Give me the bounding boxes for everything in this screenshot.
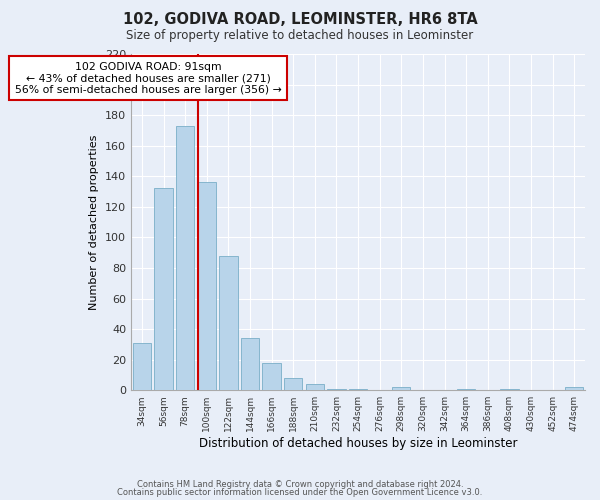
Bar (305, 384, 324, 390)
Text: 102, GODIVA ROAD, LEOMINSTER, HR6 8TA: 102, GODIVA ROAD, LEOMINSTER, HR6 8TA (122, 12, 478, 28)
Bar (154, 188, 173, 390)
Bar (457, 388, 475, 390)
Text: Size of property relative to detached houses in Leominster: Size of property relative to detached ho… (127, 29, 473, 42)
Text: Contains public sector information licensed under the Open Government Licence v3: Contains public sector information licen… (118, 488, 482, 497)
Bar (392, 387, 410, 390)
Bar (262, 362, 281, 390)
Bar (327, 388, 346, 390)
Text: 102 GODIVA ROAD: 91sqm
← 43% of detached houses are smaller (271)
56% of semi-de: 102 GODIVA ROAD: 91sqm ← 43% of detached… (14, 62, 281, 95)
Y-axis label: Number of detached properties: Number of detached properties (89, 134, 100, 310)
Bar (349, 388, 367, 390)
Bar (176, 126, 194, 390)
Bar (219, 256, 238, 390)
Bar (500, 388, 518, 390)
Text: Contains HM Land Registry data © Crown copyright and database right 2024.: Contains HM Land Registry data © Crown c… (137, 480, 463, 489)
Bar (241, 338, 259, 390)
Bar (284, 378, 302, 390)
Bar (133, 343, 151, 390)
Bar (565, 387, 583, 390)
Bar (197, 182, 216, 390)
X-axis label: Distribution of detached houses by size in Leominster: Distribution of detached houses by size … (199, 437, 517, 450)
